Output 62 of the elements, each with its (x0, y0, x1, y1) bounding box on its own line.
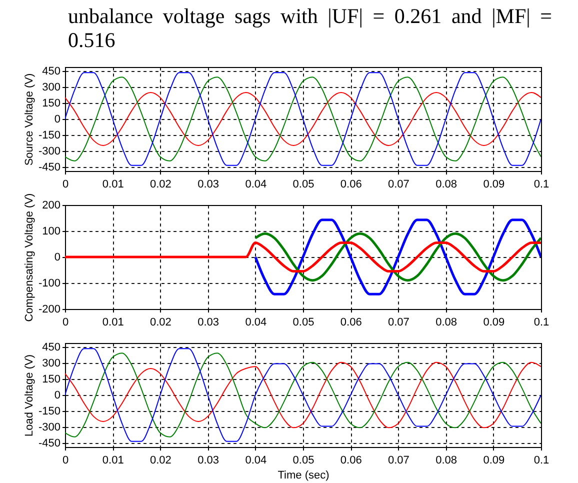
line-series (65, 241, 541, 273)
x-tick-label: 0.06 (340, 454, 362, 466)
x-tick-label: 0.01 (102, 316, 124, 328)
x-tick-label: 0.08 (436, 316, 458, 328)
y-tick-label: 300 (42, 358, 60, 370)
line-series (65, 92, 541, 146)
y-tick-label: 0 (54, 114, 60, 126)
y-tick-label: 0 (54, 390, 60, 402)
x-tick-label: 0.02 (150, 316, 172, 328)
y-tick-label: 150 (42, 374, 60, 386)
x-tick-label: 0 (62, 316, 69, 328)
y-tick-label: 100 (42, 226, 60, 238)
y-tick-label: 150 (42, 98, 60, 110)
x-tick-label: 0.07 (388, 178, 410, 190)
x-tick-label: 0.1 (534, 178, 550, 190)
y-tick-label: -450 (38, 437, 60, 450)
x-tick-label: 0.03 (198, 454, 220, 466)
y-tick-label: 300 (42, 82, 60, 94)
y-tick-label: -150 (38, 129, 60, 142)
x-tick-label: 0.05 (292, 316, 314, 328)
x-tick-label: 0.1 (534, 316, 550, 328)
x-tick-label: 0.01 (102, 454, 124, 466)
x-tick-label: 0 (62, 178, 69, 190)
x-tick-label: 0.04 (245, 178, 267, 190)
x-tick-label: 0.04 (245, 454, 267, 466)
x-tick-label: 0.07 (388, 316, 410, 328)
x-tick-label: 0.06 (340, 178, 362, 190)
x-tick-label: 0.09 (483, 316, 505, 328)
x-tick-label: 0.03 (198, 178, 220, 190)
y-axis-title: Load Voltage (V) (23, 354, 36, 436)
x-tick-label: 0.06 (340, 316, 362, 328)
x-tick-label: 0.02 (150, 454, 172, 466)
x-tick-label: 0.09 (483, 454, 505, 466)
x-tick-label: 0.04 (245, 316, 267, 328)
x-tick-label: 0.02 (150, 178, 172, 190)
x-tick-label: 0.03 (198, 316, 220, 328)
x-tick-label: 0.08 (436, 178, 458, 190)
y-axis-title: Compensating Voltage (V) (23, 193, 36, 322)
x-tick-label: 0.08 (436, 454, 458, 466)
y-tick-label: -200 (38, 304, 60, 316)
y-tick-label: 450 (42, 342, 60, 354)
x-tick-label: 0 (62, 454, 69, 466)
y-tick-label: -100 (38, 278, 60, 290)
y-tick-label: 0 (54, 252, 60, 264)
line-series (254, 218, 541, 296)
x-axis-title: Time (sec) (278, 470, 330, 482)
x-tick-label: 0.09 (483, 178, 505, 190)
chart-title: unbalance voltage sags with |UF| = 0.261 and |MF| = 0.516 (68, 4, 552, 52)
x-tick-label: 0.07 (388, 454, 410, 466)
y-tick-label: -300 (38, 145, 60, 158)
line-series (254, 232, 541, 282)
line-series (65, 362, 541, 428)
x-tick-label: 0.05 (292, 454, 314, 466)
y-axis-title: Source Voltage (V) (23, 73, 36, 166)
x-tick-label: 0.1 (534, 454, 550, 466)
y-tick-label: -300 (38, 421, 60, 434)
y-tick-label: 200 (42, 200, 60, 212)
y-tick-label: 450 (42, 66, 60, 78)
x-tick-label: 0.01 (102, 178, 124, 190)
y-tick-label: -150 (38, 405, 60, 418)
y-tick-label: -450 (38, 161, 60, 174)
x-tick-label: 0.05 (292, 178, 314, 190)
